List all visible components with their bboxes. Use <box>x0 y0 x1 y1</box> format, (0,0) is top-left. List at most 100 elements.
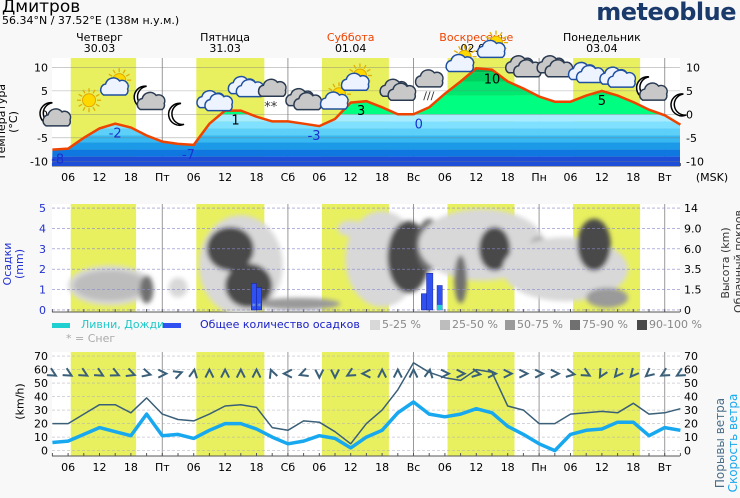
precip-y-tick: 1 <box>39 284 46 297</box>
wind-y-tick-right: 20 <box>684 418 698 431</box>
cover-legend-5: 90-100 % <box>649 318 702 331</box>
rain-cloud-icon: /// <box>414 69 444 102</box>
night-cloudy-icon <box>39 101 72 127</box>
altitude-y-tick: 3.5 <box>684 263 702 276</box>
temperature-label: 1 <box>231 114 239 129</box>
time-tick-label: 12 <box>344 171 358 184</box>
moon-icon <box>670 93 687 117</box>
cover-swatch-3 <box>505 320 515 330</box>
showers-swatch <box>52 323 70 328</box>
wind-direction-arrow <box>598 368 608 380</box>
time-tick-label: Пт <box>155 171 170 184</box>
sun-ray <box>78 93 83 97</box>
wind-direction-arrow <box>580 367 592 377</box>
precip-total-bar <box>426 273 434 311</box>
cover-swatch-4 <box>570 320 580 330</box>
precip-axis-unit: (mm) <box>13 249 26 280</box>
wind-y-tick-right: 0 <box>684 445 691 458</box>
wind-direction-arrow <box>235 367 246 379</box>
overcast-icon <box>536 55 574 78</box>
precip-y-tick: 3 <box>39 243 46 256</box>
day-name: Суббота <box>326 31 375 44</box>
time-tick-label: 06 <box>312 461 326 474</box>
temperature-label: 3 <box>357 104 365 119</box>
wind-speed-line <box>52 400 681 453</box>
day-date: 30.03 <box>83 42 116 55</box>
temp-band-cold <box>52 128 680 136</box>
daylight-band <box>321 352 389 456</box>
cloud-cover-field <box>68 208 629 312</box>
snow-legend: * = Снег <box>66 332 116 345</box>
temperature-label: -3 <box>308 129 321 144</box>
meteoblue-logo[interactable]: meteoblue <box>596 0 736 26</box>
time-tick-label: 18 <box>626 461 640 474</box>
time-tick-label: 12 <box>595 461 609 474</box>
altitude-y-tick: 0 <box>684 304 691 317</box>
temp-band-cold <box>52 114 680 122</box>
wind-direction-arrow <box>440 368 452 379</box>
wind-gust-line <box>52 362 681 445</box>
cover-legend-2: 25-50 % <box>452 318 498 331</box>
moon-shape <box>167 102 185 126</box>
temperature-label: -2 <box>109 127 122 142</box>
sun-ray <box>108 73 113 77</box>
daylight-band <box>447 352 515 456</box>
cover-legend-1: 5-25 % <box>382 318 421 331</box>
time-tick-label: 06 <box>564 171 578 184</box>
cloud-cover-blob <box>586 287 629 308</box>
cloud-shape <box>387 82 417 102</box>
time-tick-label: Вс <box>407 461 421 474</box>
precip-axis-title: Осадки (mm) <box>1 234 26 294</box>
altitude-y-tick: 14 <box>684 202 698 215</box>
altitude-y-tick: 9.0 <box>684 222 702 235</box>
wind-direction-arrow <box>518 368 530 379</box>
time-tick-label: 18 <box>124 171 138 184</box>
wind-direction-arrow <box>392 367 403 379</box>
wind-direction-arrow <box>281 368 293 379</box>
temp-y-tick: 0 <box>41 108 48 121</box>
sunny-icon <box>77 88 102 113</box>
time-tick-label: 12 <box>218 171 232 184</box>
precip-y-tick: 4 <box>39 222 46 235</box>
time-tick-label: 18 <box>250 461 264 474</box>
time-tick-label: 18 <box>375 461 389 474</box>
sun-ray <box>485 36 490 40</box>
sun-ray <box>78 103 83 107</box>
time-tick-label: 12 <box>93 461 107 474</box>
wind-direction-arrow <box>345 367 357 377</box>
temp-y-tick: 10 <box>34 61 48 74</box>
wind-direction-arrow <box>503 368 514 379</box>
rain-drops: /// <box>423 89 434 102</box>
temp-band-cold <box>52 135 680 143</box>
wind-y-tick-right: 70 <box>684 350 698 363</box>
wind-direction-arrow <box>297 367 309 377</box>
cloud-shape <box>476 39 506 59</box>
wind-direction-arrow <box>157 368 169 379</box>
wind-direction-arrow <box>204 367 215 379</box>
time-tick-label: 18 <box>375 171 389 184</box>
night-cloud-icon <box>133 85 166 111</box>
temp-y-tick-right: -10 <box>686 155 704 168</box>
temp-y-tick-right: -5 <box>686 132 697 145</box>
wind-y-tick: 10 <box>34 431 48 444</box>
sun-ray <box>82 106 86 111</box>
sun-ray <box>332 83 336 88</box>
time-tick-label: Пн <box>531 461 546 474</box>
time-tick-label: Пт <box>155 461 170 474</box>
wind-direction-arrow <box>62 367 74 377</box>
cloud-cover-blob <box>454 255 467 304</box>
sun-ray <box>353 64 357 69</box>
showers-legend: Ливни, Дожди <box>81 318 165 331</box>
wind-y-tick: 20 <box>34 418 48 431</box>
wind-y-tick: 50 <box>34 377 48 390</box>
sun-ray <box>366 68 371 73</box>
cover-legend-4: 75-90 % <box>582 318 628 331</box>
time-tick-label: Пн <box>531 171 546 184</box>
time-tick-label: 06 <box>61 461 75 474</box>
time-tick-label: Вс <box>407 171 421 184</box>
day-header: Пятница 31.03 <box>175 32 275 54</box>
sun-cloud-icon <box>340 63 372 92</box>
time-tick-label: 12 <box>218 461 232 474</box>
time-tick-label: 12 <box>469 171 483 184</box>
sun-ray <box>122 69 126 74</box>
